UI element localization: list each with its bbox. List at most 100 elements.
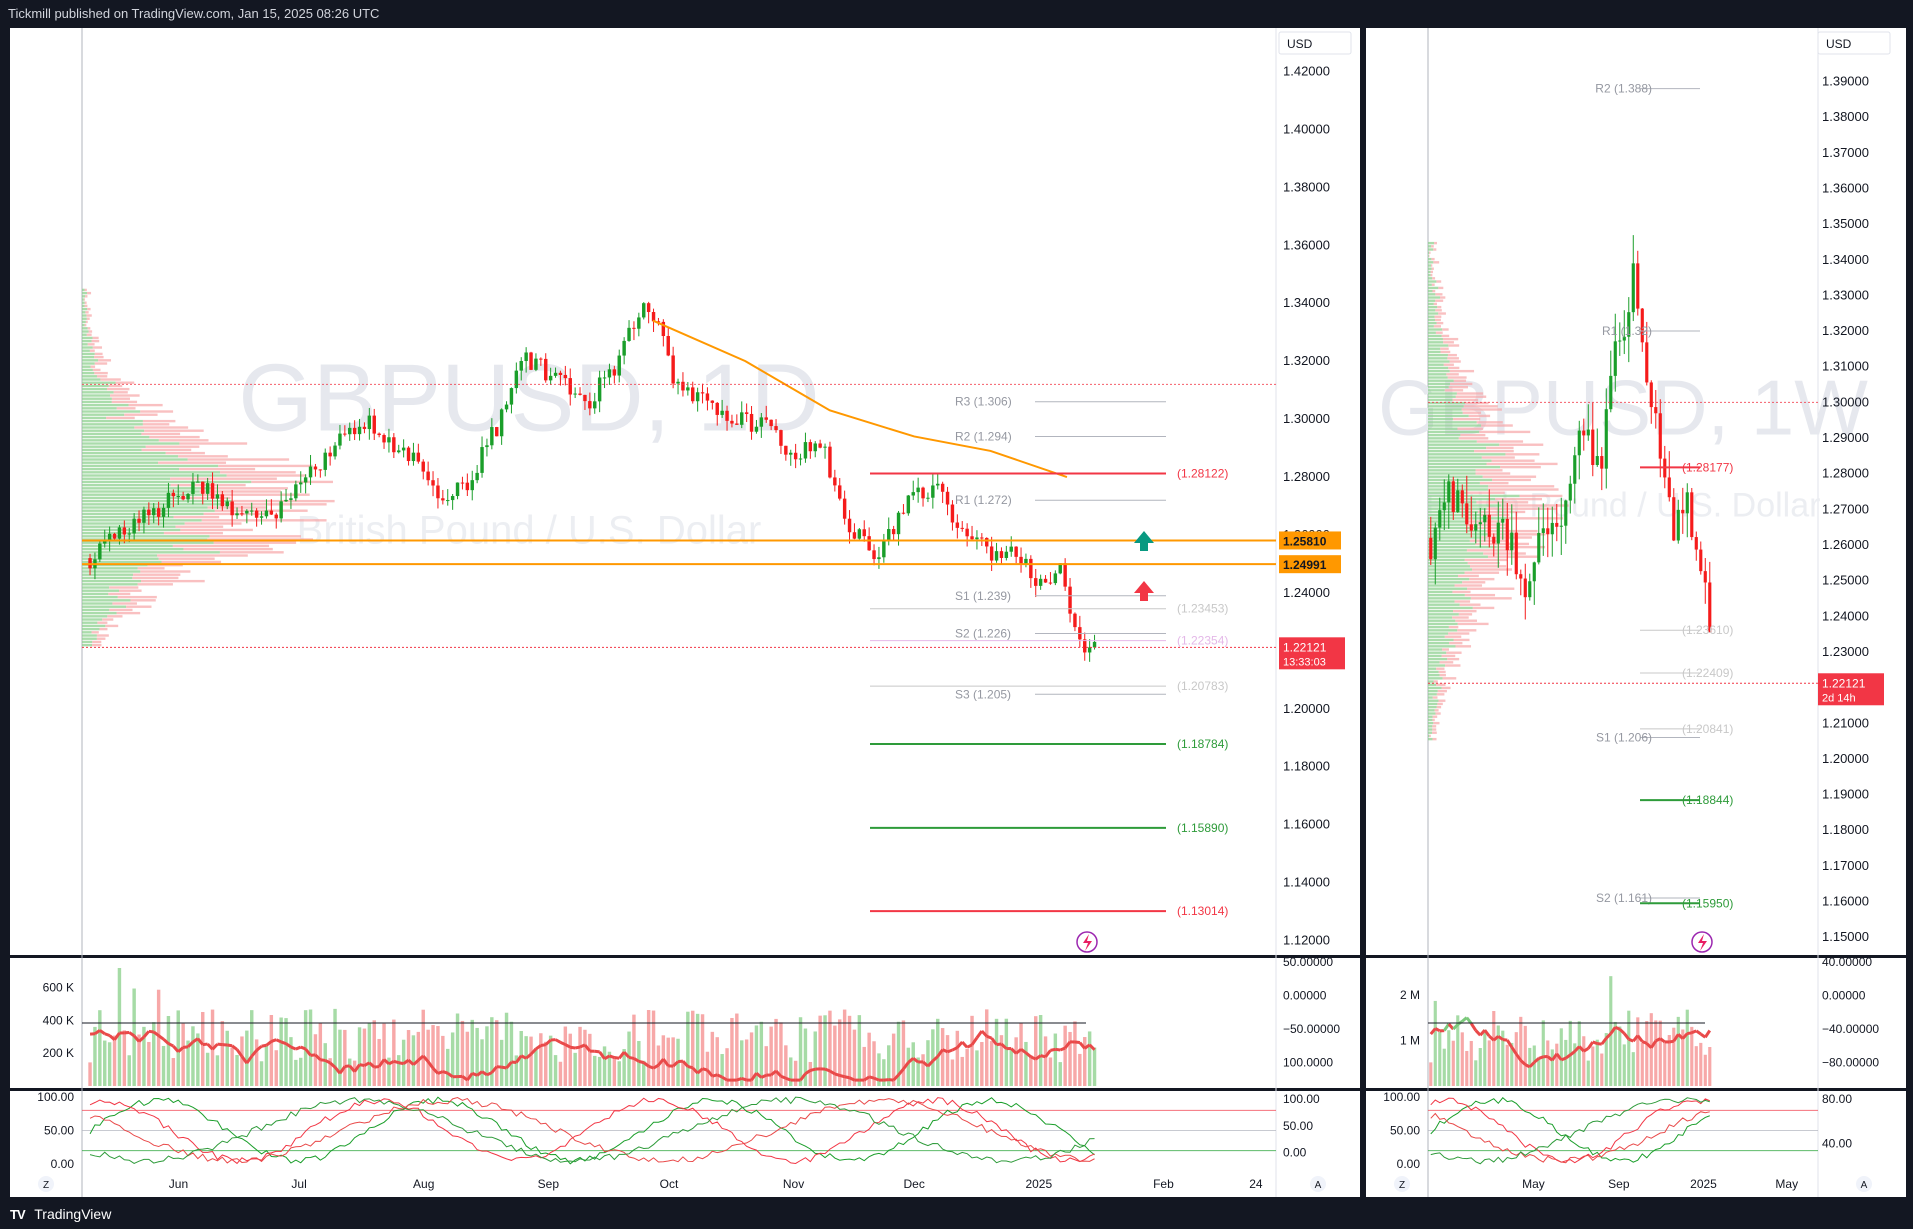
volume-profile-buy-bar (1428, 261, 1433, 263)
y-tick-label: 1.31000 (1822, 359, 1869, 374)
candle-body (573, 394, 576, 395)
volume-profile-sell-bar (97, 622, 107, 624)
volume-profile-buy-bar (1428, 248, 1433, 250)
candle-body (671, 355, 674, 383)
volume-tick-label: 1 M (1400, 1034, 1420, 1048)
x-tick-label: Dec (904, 1177, 925, 1191)
oscillator-segment (869, 1077, 874, 1078)
candle-body (1014, 547, 1017, 557)
volume-bar (147, 1042, 150, 1086)
oscillator-segment (1597, 1044, 1602, 1045)
volume-bar (309, 1010, 312, 1086)
y-tick-label: 1.27000 (1822, 501, 1869, 516)
candle-body (907, 496, 910, 514)
x-tick-label: Aug (413, 1177, 434, 1191)
oscillator-segment (639, 1061, 644, 1062)
volume-profile-buy-bar (82, 526, 175, 528)
candle-body (725, 411, 728, 421)
y-tick-label: 1.38000 (1822, 109, 1869, 124)
volume-profile-sell-bar (1443, 677, 1457, 679)
volume-profile-buy-bar (1428, 546, 1497, 548)
y-tick-label: 1.17000 (1822, 858, 1869, 873)
candle-body (1668, 477, 1671, 497)
volume-bar (814, 1031, 817, 1086)
volume-bar (128, 1055, 131, 1086)
candle-body (382, 435, 385, 442)
candle-body (284, 500, 287, 501)
candle-body (338, 434, 341, 446)
candle-body (461, 483, 464, 484)
candle-body (1560, 526, 1563, 527)
volume-bar (1019, 1023, 1022, 1086)
volume-profile-sell-bar (1435, 309, 1441, 311)
candle-body (1497, 523, 1500, 544)
volume-profile-sell-bar (166, 452, 205, 454)
volume-bar (422, 1010, 425, 1086)
volume-profile-sell-bar (85, 311, 88, 313)
volume-profile-buy-bar (1428, 620, 1455, 622)
candle-body (309, 467, 312, 478)
candle-body (1465, 503, 1468, 524)
volume-bar (735, 1014, 738, 1086)
candle-body (843, 499, 846, 519)
candle-body (1519, 574, 1522, 578)
oscillator-tick-label: 100.0000 (1283, 1056, 1333, 1070)
volume-profile-sell-bar (97, 634, 109, 636)
oscillator-tick-label: −50.00000 (1283, 1022, 1340, 1036)
candle-body (1452, 481, 1455, 512)
candle-body (711, 401, 714, 403)
oscillator-segment (1075, 1042, 1080, 1043)
volume-profile-sell-bar (159, 558, 215, 560)
currency-label: USD (1826, 37, 1852, 51)
volume-bar (1555, 1044, 1558, 1086)
volume-profile-buy-bar (82, 583, 138, 585)
volume-profile-sell-bar (1441, 351, 1451, 353)
volume-profile-buy-bar (1428, 661, 1440, 663)
volume-profile-sell-bar (85, 295, 87, 297)
volume-bar (1600, 1054, 1603, 1086)
candle-body (559, 373, 562, 375)
candle-body (319, 469, 322, 470)
volume-profile-sell-bar (232, 500, 334, 502)
volume-bar (480, 1039, 483, 1086)
candle-body (500, 409, 503, 436)
volume-profile-sell-bar (144, 430, 203, 432)
candle-body (838, 485, 841, 498)
candle-body (265, 511, 268, 517)
volume-profile-sell-bar (251, 481, 333, 483)
volume-profile-sell-bar (1429, 252, 1430, 254)
candle-body (377, 434, 380, 435)
volume-profile-buy-bar (82, 302, 85, 304)
volume-profile-sell-bar (86, 314, 91, 316)
key-level-value: 1.25810 (1283, 534, 1327, 548)
volume-profile-buy-bar (1428, 255, 1429, 257)
volume-bar (1618, 1027, 1621, 1086)
volume-bar (270, 1015, 273, 1086)
candle-body (1686, 492, 1689, 513)
volume-profile-buy-bar (1428, 562, 1468, 564)
oscillator-segment (595, 1051, 600, 1052)
target-label: (1.13014) (1177, 904, 1228, 918)
volume-bar (343, 1030, 346, 1086)
stochastic-tick-label: 100.00 (37, 1090, 74, 1104)
stochastic-tick-label: 100.00 (1383, 1090, 1420, 1104)
candle-body (544, 359, 547, 380)
publisher-text: Tickmill published on TradingView.com, J… (0, 6, 379, 21)
volume-bar (970, 1016, 973, 1086)
volume-profile-buy-bar (1428, 636, 1445, 638)
volume-bar (931, 1029, 934, 1086)
volume-profile-sell-bar (94, 356, 104, 358)
volume-bar (1515, 1032, 1518, 1086)
volume-profile-sell-bar (93, 346, 102, 348)
volume-profile-sell-bar (112, 398, 130, 400)
volume-bar (941, 1028, 944, 1086)
candle-body (1578, 431, 1581, 456)
volume-profile-sell-bar (183, 548, 272, 550)
volume-profile-buy-bar (82, 350, 90, 352)
oscillator-segment (394, 1061, 399, 1062)
candle-body (1447, 481, 1450, 502)
auto-scale-button-label: A (1315, 1180, 1322, 1191)
